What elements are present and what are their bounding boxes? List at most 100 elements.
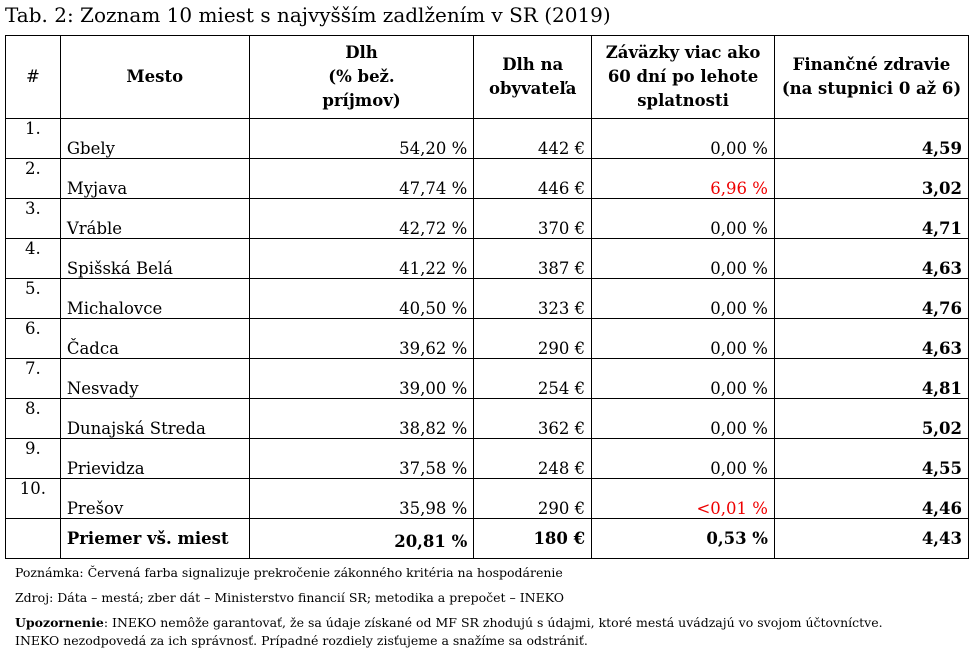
row-city: Čadca <box>59 318 250 359</box>
header-overdue: Záväzky viac ako 60 dní po lehote splatn… <box>591 35 775 119</box>
row-city: Nesvady <box>59 358 250 399</box>
row-health: 4,55 <box>773 438 969 479</box>
header-debt-line1: Dlh <box>345 43 378 62</box>
row-per-capita: 254 € <box>473 358 593 399</box>
header-city: Mesto <box>59 35 250 119</box>
header-overdue-line2: 60 dní po lehote <box>607 67 759 86</box>
average-label: Priemer vš. miest <box>59 518 250 559</box>
warning-label: Upozornenie <box>15 615 104 630</box>
row-health: 4,71 <box>773 198 969 239</box>
table-row: 8. Dunajská Streda 38,82 % 362 € 0,00 % … <box>5 398 969 439</box>
row-debt: 39,00 % <box>248 358 475 399</box>
row-health: 5,02 <box>773 398 969 439</box>
row-debt: 35,98 % <box>248 478 475 519</box>
row-debt: 39,62 % <box>248 318 475 359</box>
header-per-capita-line2: obyvateľa <box>488 79 577 98</box>
note-text: Poznámka: Červená farba signalizuje prek… <box>15 565 563 580</box>
header-debt: Dlh (% bež. príjmov) <box>248 35 475 119</box>
row-rank: 9. <box>5 438 61 479</box>
row-city: Spišská Belá <box>59 238 250 279</box>
header-overdue-line3: splatnosti <box>637 91 729 110</box>
footnotes: Poznámka: Červená farba signalizuje prek… <box>15 564 883 650</box>
header-health: Finančné zdravie (na stupnici 0 až 6) <box>773 35 969 119</box>
row-city: Myjava <box>59 158 250 199</box>
row-per-capita: 442 € <box>473 118 593 159</box>
row-per-capita: 248 € <box>473 438 593 479</box>
row-city: Michalovce <box>59 278 250 319</box>
row-rank: 1. <box>5 118 61 159</box>
warning-text: : INEKO nemôže garantovať, že sa údaje z… <box>103 615 883 630</box>
header-overdue-line1: Záväzky viac ako <box>605 43 761 62</box>
row-per-capita: 387 € <box>473 238 593 279</box>
debt-table: # Mesto Dlh (% bež. príjmov) Dlh na obyv… <box>5 35 969 559</box>
row-health: 4,63 <box>773 238 969 279</box>
row-per-capita: 362 € <box>473 398 593 439</box>
header-rank: # <box>5 35 61 119</box>
table-row: 9. Prievidza 37,58 % 248 € 0,00 % 4,55 <box>5 438 969 479</box>
header-health-line1: Finančné zdravie <box>792 55 951 74</box>
warning-line-2: INEKO nezodpovedá za ich správnosť. Príp… <box>15 633 588 648</box>
average-health: 4,43 <box>773 518 969 559</box>
row-overdue: <0,01 % <box>591 478 775 519</box>
row-per-capita: 290 € <box>473 478 593 519</box>
table-row: 6. Čadca 39,62 % 290 € 0,00 % 4,63 <box>5 318 969 359</box>
header-per-capita: Dlh na obyvateľa <box>473 35 593 119</box>
row-rank: 5. <box>5 278 61 319</box>
row-rank: 7. <box>5 358 61 399</box>
header-health-line2: (na stupnici 0 až 6) <box>781 79 962 98</box>
row-per-capita: 370 € <box>473 198 593 239</box>
table-row: 10. Prešov 35,98 % 290 € <0,01 % 4,46 <box>5 478 969 519</box>
table-row: 1. Gbely 54,20 % 442 € 0,00 % 4,59 <box>5 118 969 159</box>
row-rank: 10. <box>5 478 61 519</box>
row-overdue: 0,00 % <box>591 118 775 159</box>
table-row: 3. Vráble 42,72 % 370 € 0,00 % 4,71 <box>5 198 969 239</box>
row-health: 4,81 <box>773 358 969 399</box>
average-per-capita: 180 € <box>473 518 593 559</box>
row-debt: 37,58 % <box>248 438 475 479</box>
row-rank: 4. <box>5 238 61 279</box>
row-per-capita: 323 € <box>473 278 593 319</box>
row-debt: 42,72 % <box>248 198 475 239</box>
row-health: 3,02 <box>773 158 969 199</box>
row-city: Vráble <box>59 198 250 239</box>
row-city: Prievidza <box>59 438 250 479</box>
row-city: Dunajská Streda <box>59 398 250 439</box>
table-row: 7. Nesvady 39,00 % 254 € 0,00 % 4,81 <box>5 358 969 399</box>
row-overdue: 0,00 % <box>591 278 775 319</box>
row-overdue: 0,00 % <box>591 358 775 399</box>
row-overdue: 0,00 % <box>591 318 775 359</box>
row-health: 4,63 <box>773 318 969 359</box>
row-overdue: 0,00 % <box>591 438 775 479</box>
row-rank: 6. <box>5 318 61 359</box>
row-per-capita: 446 € <box>473 158 593 199</box>
header-per-capita-line1: Dlh na <box>502 55 564 74</box>
header-debt-line2: (% bež. <box>328 67 395 86</box>
table-row: 4. Spišská Belá 41,22 % 387 € 0,00 % 4,6… <box>5 238 969 279</box>
row-debt: 38,82 % <box>248 398 475 439</box>
table-row: 2. Myjava 47,74 % 446 € 6,96 % 3,02 <box>5 158 969 199</box>
average-debt: 20,81 % <box>248 518 475 559</box>
row-city: Prešov <box>59 478 250 519</box>
row-debt: 54,20 % <box>248 118 475 159</box>
average-rank-empty <box>5 518 61 559</box>
header-row: # Mesto Dlh (% bež. príjmov) Dlh na obyv… <box>5 35 969 119</box>
row-health: 4,59 <box>773 118 969 159</box>
row-overdue: 0,00 % <box>591 238 775 279</box>
row-debt: 47,74 % <box>248 158 475 199</box>
row-debt: 41,22 % <box>248 238 475 279</box>
row-health: 4,46 <box>773 478 969 519</box>
table-row: 5. Michalovce 40,50 % 323 € 0,00 % 4,76 <box>5 278 969 319</box>
row-rank: 2. <box>5 158 61 199</box>
row-overdue: 6,96 % <box>591 158 775 199</box>
row-debt: 40,50 % <box>248 278 475 319</box>
row-health: 4,76 <box>773 278 969 319</box>
average-overdue: 0,53 % <box>591 518 775 559</box>
row-rank: 8. <box>5 398 61 439</box>
average-row: Priemer vš. miest 20,81 % 180 € 0,53 % 4… <box>5 518 969 559</box>
row-overdue: 0,00 % <box>591 398 775 439</box>
row-rank: 3. <box>5 198 61 239</box>
source-text: Zdroj: Dáta – mestá; zber dát – Minister… <box>15 590 564 605</box>
row-overdue: 0,00 % <box>591 198 775 239</box>
table-title: Tab. 2: Zoznam 10 miest s najvyšším zadl… <box>5 3 611 27</box>
warning-line-1: Upozornenie: INEKO nemôže garantovať, že… <box>15 614 883 632</box>
